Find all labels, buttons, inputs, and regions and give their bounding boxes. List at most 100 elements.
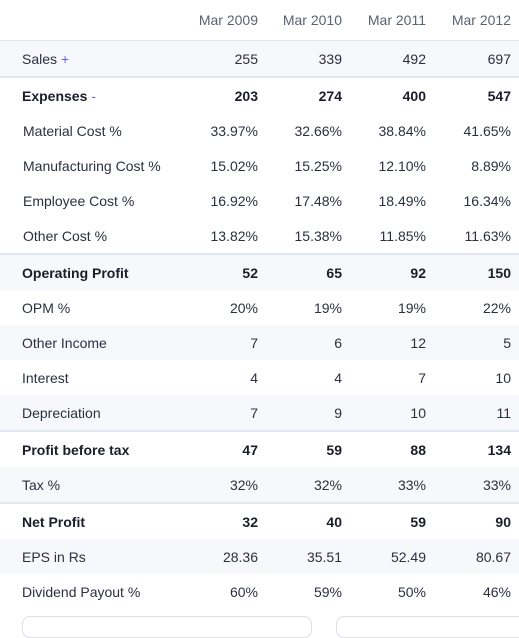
cell: 32.66% xyxy=(294,122,342,139)
column-header: Mar 2012 xyxy=(434,0,519,41)
cell: 38.84% xyxy=(378,122,426,139)
cell: 11.85% xyxy=(379,227,426,244)
table-row-interest: Interest 4 4 7 10 xyxy=(0,360,519,395)
cell: 134 xyxy=(434,430,519,467)
column-header: Mar 2009 xyxy=(182,0,266,41)
table-row-other-cost: Other Cost % 13.82% 15.38% 11.85% 11.63% xyxy=(0,218,519,254)
cell: 16.92% xyxy=(210,192,258,209)
cell: 274 xyxy=(266,76,350,113)
row-label: Employee Cost % xyxy=(23,192,135,209)
cell: 52 xyxy=(182,253,266,290)
row-label: Net Profit xyxy=(0,502,182,539)
cell: 28.36 xyxy=(182,539,266,574)
cell: 15.02% xyxy=(210,157,258,174)
cell: 6 xyxy=(266,325,350,360)
cell: 11 xyxy=(434,395,519,431)
table-row-opm: OPM % 20% 19% 19% 22% xyxy=(0,290,519,325)
row-label: Profit before tax xyxy=(0,430,182,467)
cell: 339 xyxy=(266,40,350,77)
table-row-dividend-payout: Dividend Payout % 60% 59% 50% 46% xyxy=(0,574,519,609)
cell: 40 xyxy=(266,502,350,539)
cell: 33% xyxy=(434,467,519,503)
row-label: Interest xyxy=(22,369,69,386)
cell: 12.10% xyxy=(378,157,426,174)
cell: 9 xyxy=(266,395,350,431)
row-label: Other Cost % xyxy=(23,227,108,244)
cell: 697 xyxy=(434,40,519,77)
cell: 10 xyxy=(350,395,434,431)
cell: 90 xyxy=(434,502,519,539)
table-row-eps: EPS in Rs 28.36 35.51 52.49 80.67 xyxy=(0,539,519,574)
table-row-employee-cost: Employee Cost % 16.92% 17.48% 18.49% 16.… xyxy=(0,183,519,218)
cell: 22% xyxy=(482,299,511,316)
cell: 203 xyxy=(182,76,266,113)
table-row-net-profit: Net Profit 32 40 59 90 xyxy=(0,502,519,539)
cell: 17.48% xyxy=(294,192,342,209)
cell: 46% xyxy=(482,583,511,600)
table-row-sales: Sales + 255 339 492 697 xyxy=(0,40,519,77)
cell: 32% xyxy=(266,467,350,503)
table-row-material-cost: Material Cost % 33.97% 32.66% 38.84% 41.… xyxy=(0,113,519,148)
cell: 7 xyxy=(418,369,426,386)
expand-toggle-button[interactable]: + xyxy=(61,50,70,67)
cell: 59 xyxy=(266,430,350,467)
cell: 10 xyxy=(495,369,511,386)
cell: 65 xyxy=(266,253,350,290)
cell: 59 xyxy=(350,502,434,539)
cell: 8.89% xyxy=(471,157,511,174)
cell: 35.51 xyxy=(266,539,350,574)
cell: 7 xyxy=(182,325,266,360)
cell: 492 xyxy=(350,40,434,77)
row-label: Dividend Payout % xyxy=(22,583,141,600)
row-label: EPS in Rs xyxy=(0,539,182,574)
row-label: OPM % xyxy=(22,299,71,316)
row-label: Other Income xyxy=(0,325,182,360)
cell: 60% xyxy=(229,583,258,600)
cell: 19% xyxy=(313,299,342,316)
cell: 4 xyxy=(250,369,258,386)
cell: 80.67 xyxy=(434,539,519,574)
table-row-expenses: Expenses - 203 274 400 547 xyxy=(0,76,519,113)
cell: 59% xyxy=(313,583,342,600)
cell: 15.38% xyxy=(294,227,342,244)
row-label: Tax % xyxy=(0,467,182,503)
cell: 255 xyxy=(182,40,266,77)
cell: 47 xyxy=(182,430,266,467)
table-row-other-income: Other Income 7 6 12 5 xyxy=(0,325,519,360)
cell: 12 xyxy=(350,325,434,360)
column-header: Mar 2011 xyxy=(350,0,434,41)
cell: 33% xyxy=(350,467,434,503)
collapse-toggle-button[interactable]: - xyxy=(91,87,97,104)
cell: 7 xyxy=(182,395,266,431)
cell: 13.82% xyxy=(210,227,258,244)
table-row-operating-profit: Operating Profit 52 65 92 150 xyxy=(0,253,519,290)
profit-loss-table: Mar 2009 Mar 2010 Mar 2011 Mar 2012 Sale… xyxy=(0,0,519,609)
table-row-manufacturing-cost: Manufacturing Cost % 15.02% 15.25% 12.10… xyxy=(0,148,519,183)
table-row-profit-before-tax: Profit before tax 47 59 88 134 xyxy=(0,430,519,467)
cell: 92 xyxy=(350,253,434,290)
header-label-cell xyxy=(0,0,182,41)
bottom-card-left[interactable] xyxy=(22,616,312,638)
table-row-tax: Tax % 32% 32% 33% 33% xyxy=(0,467,519,503)
cell: 4 xyxy=(334,369,342,386)
cell: 150 xyxy=(434,253,519,290)
cell: 20% xyxy=(229,299,258,316)
cell: 18.49% xyxy=(378,192,426,209)
cell: 11.63% xyxy=(464,227,511,244)
cell: 33.97% xyxy=(210,122,258,139)
cell: 19% xyxy=(397,299,426,316)
cell: 88 xyxy=(350,430,434,467)
bottom-card-right[interactable] xyxy=(336,616,519,638)
table-header-row: Mar 2009 Mar 2010 Mar 2011 Mar 2012 xyxy=(0,0,519,41)
row-label: Manufacturing Cost % xyxy=(23,157,161,174)
cell: 16.34% xyxy=(463,192,511,209)
cell: 32% xyxy=(182,467,266,503)
row-label: Material Cost % xyxy=(23,122,122,139)
row-label[interactable]: Sales + xyxy=(0,40,182,77)
cell: 32 xyxy=(182,502,266,539)
cell: 50% xyxy=(397,583,426,600)
row-label[interactable]: Expenses - xyxy=(0,76,182,113)
cell: 52.49 xyxy=(350,539,434,574)
cell: 41.65% xyxy=(463,122,511,139)
cell: 547 xyxy=(434,76,519,113)
